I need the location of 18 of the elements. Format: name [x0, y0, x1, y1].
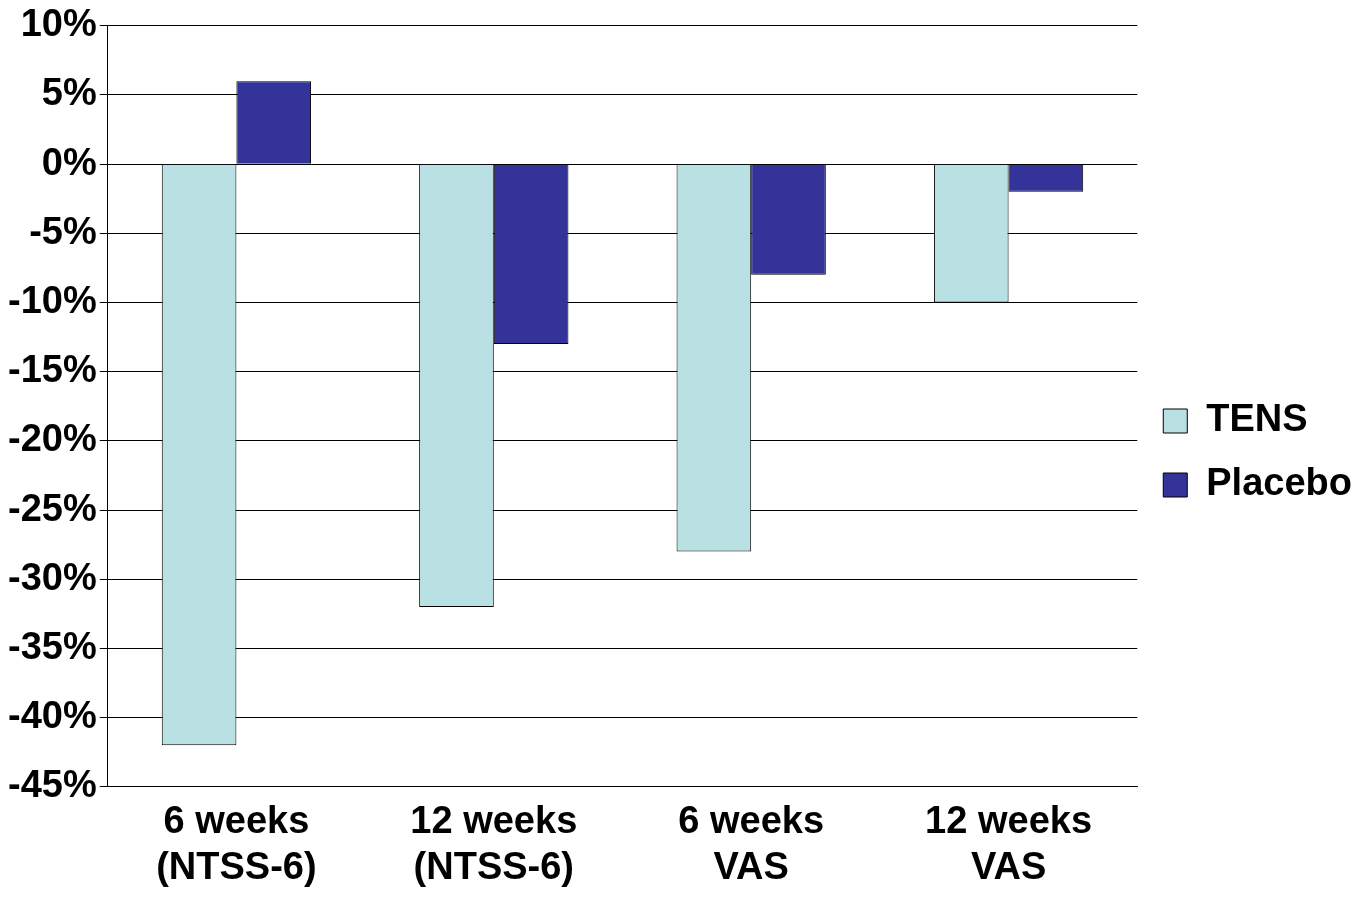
legend-label: TENS [1206, 397, 1308, 440]
x-tick-label: 12 weeks (NTSS-6) [410, 799, 578, 887]
y-tick-label: 0% [41, 140, 97, 183]
y-tick-label: -25% [7, 486, 97, 529]
legend-label: Placebo [1206, 461, 1353, 504]
y-tick-label: -35% [7, 624, 97, 667]
y-tick-label: 5% [41, 71, 97, 114]
x-tick-label: 6 weeks VAS [678, 799, 825, 887]
x-tick-label: 6 weeks (NTSS-6) [156, 799, 317, 887]
x-tick-label: 12 weeks VAS [925, 799, 1093, 887]
y-tick-label: -40% [7, 694, 97, 737]
y-tick-label: -10% [7, 279, 97, 322]
y-tick-label: -15% [7, 348, 97, 391]
y-tick-label: -20% [7, 417, 97, 460]
y-tick-label: -45% [7, 763, 97, 806]
y-tick-label: -30% [7, 555, 97, 598]
y-tick-label: 10% [20, 2, 97, 45]
y-tick-label: -5% [29, 209, 97, 252]
